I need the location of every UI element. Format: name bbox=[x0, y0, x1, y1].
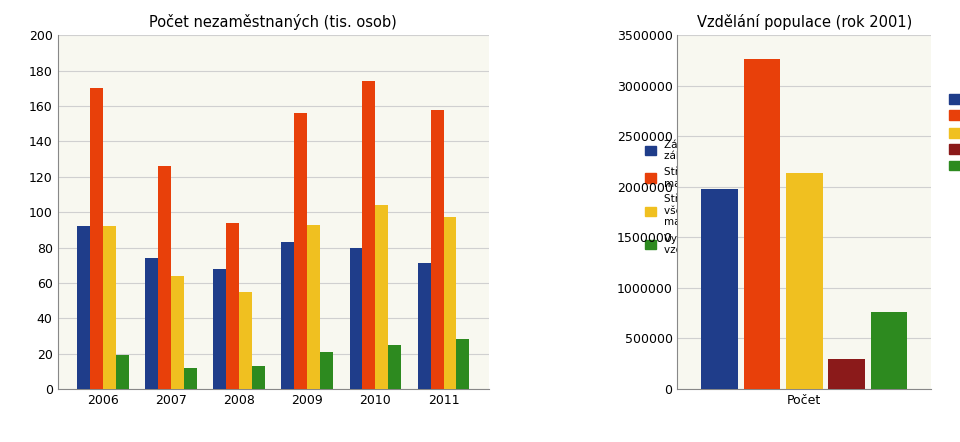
Bar bbox=[90, 88, 103, 389]
Bar bbox=[77, 226, 90, 389]
Bar bbox=[418, 263, 431, 389]
Bar bbox=[213, 269, 227, 389]
Bar bbox=[116, 355, 129, 389]
Bar bbox=[828, 359, 865, 389]
Bar bbox=[227, 223, 239, 389]
Bar bbox=[252, 366, 265, 389]
Bar bbox=[375, 205, 389, 389]
Title: Počet nezaměstnaných (tis. osob): Počet nezaměstnaných (tis. osob) bbox=[150, 14, 397, 30]
Bar bbox=[321, 352, 333, 389]
Bar bbox=[349, 248, 363, 389]
Bar bbox=[171, 276, 184, 389]
Bar bbox=[239, 292, 252, 389]
Bar bbox=[871, 312, 907, 389]
Bar bbox=[431, 110, 444, 389]
Bar bbox=[184, 368, 197, 389]
Bar bbox=[389, 345, 401, 389]
Bar bbox=[158, 166, 171, 389]
Title: Vzdělání populace (rok 2001): Vzdělání populace (rok 2001) bbox=[697, 14, 912, 30]
Bar bbox=[363, 81, 375, 389]
Bar bbox=[145, 258, 158, 389]
Bar bbox=[281, 242, 295, 389]
Bar bbox=[444, 217, 456, 389]
Bar bbox=[456, 339, 469, 389]
Bar bbox=[744, 59, 780, 389]
Legend: Základní, Vyučení, Úplné st, Vyšší od, Vysokoš: Základní, Vyučení, Úplné st, Vyšší od, V… bbox=[949, 94, 960, 171]
Bar bbox=[307, 225, 321, 389]
Legend: Základní a neukončené
základní vzdělání, Střední vzdělání bez
maturity, Střední : Základní a neukončené základní vzdělání,… bbox=[645, 140, 807, 255]
Bar bbox=[702, 189, 738, 389]
Bar bbox=[786, 173, 823, 389]
Bar bbox=[103, 226, 116, 389]
Bar bbox=[295, 113, 307, 389]
